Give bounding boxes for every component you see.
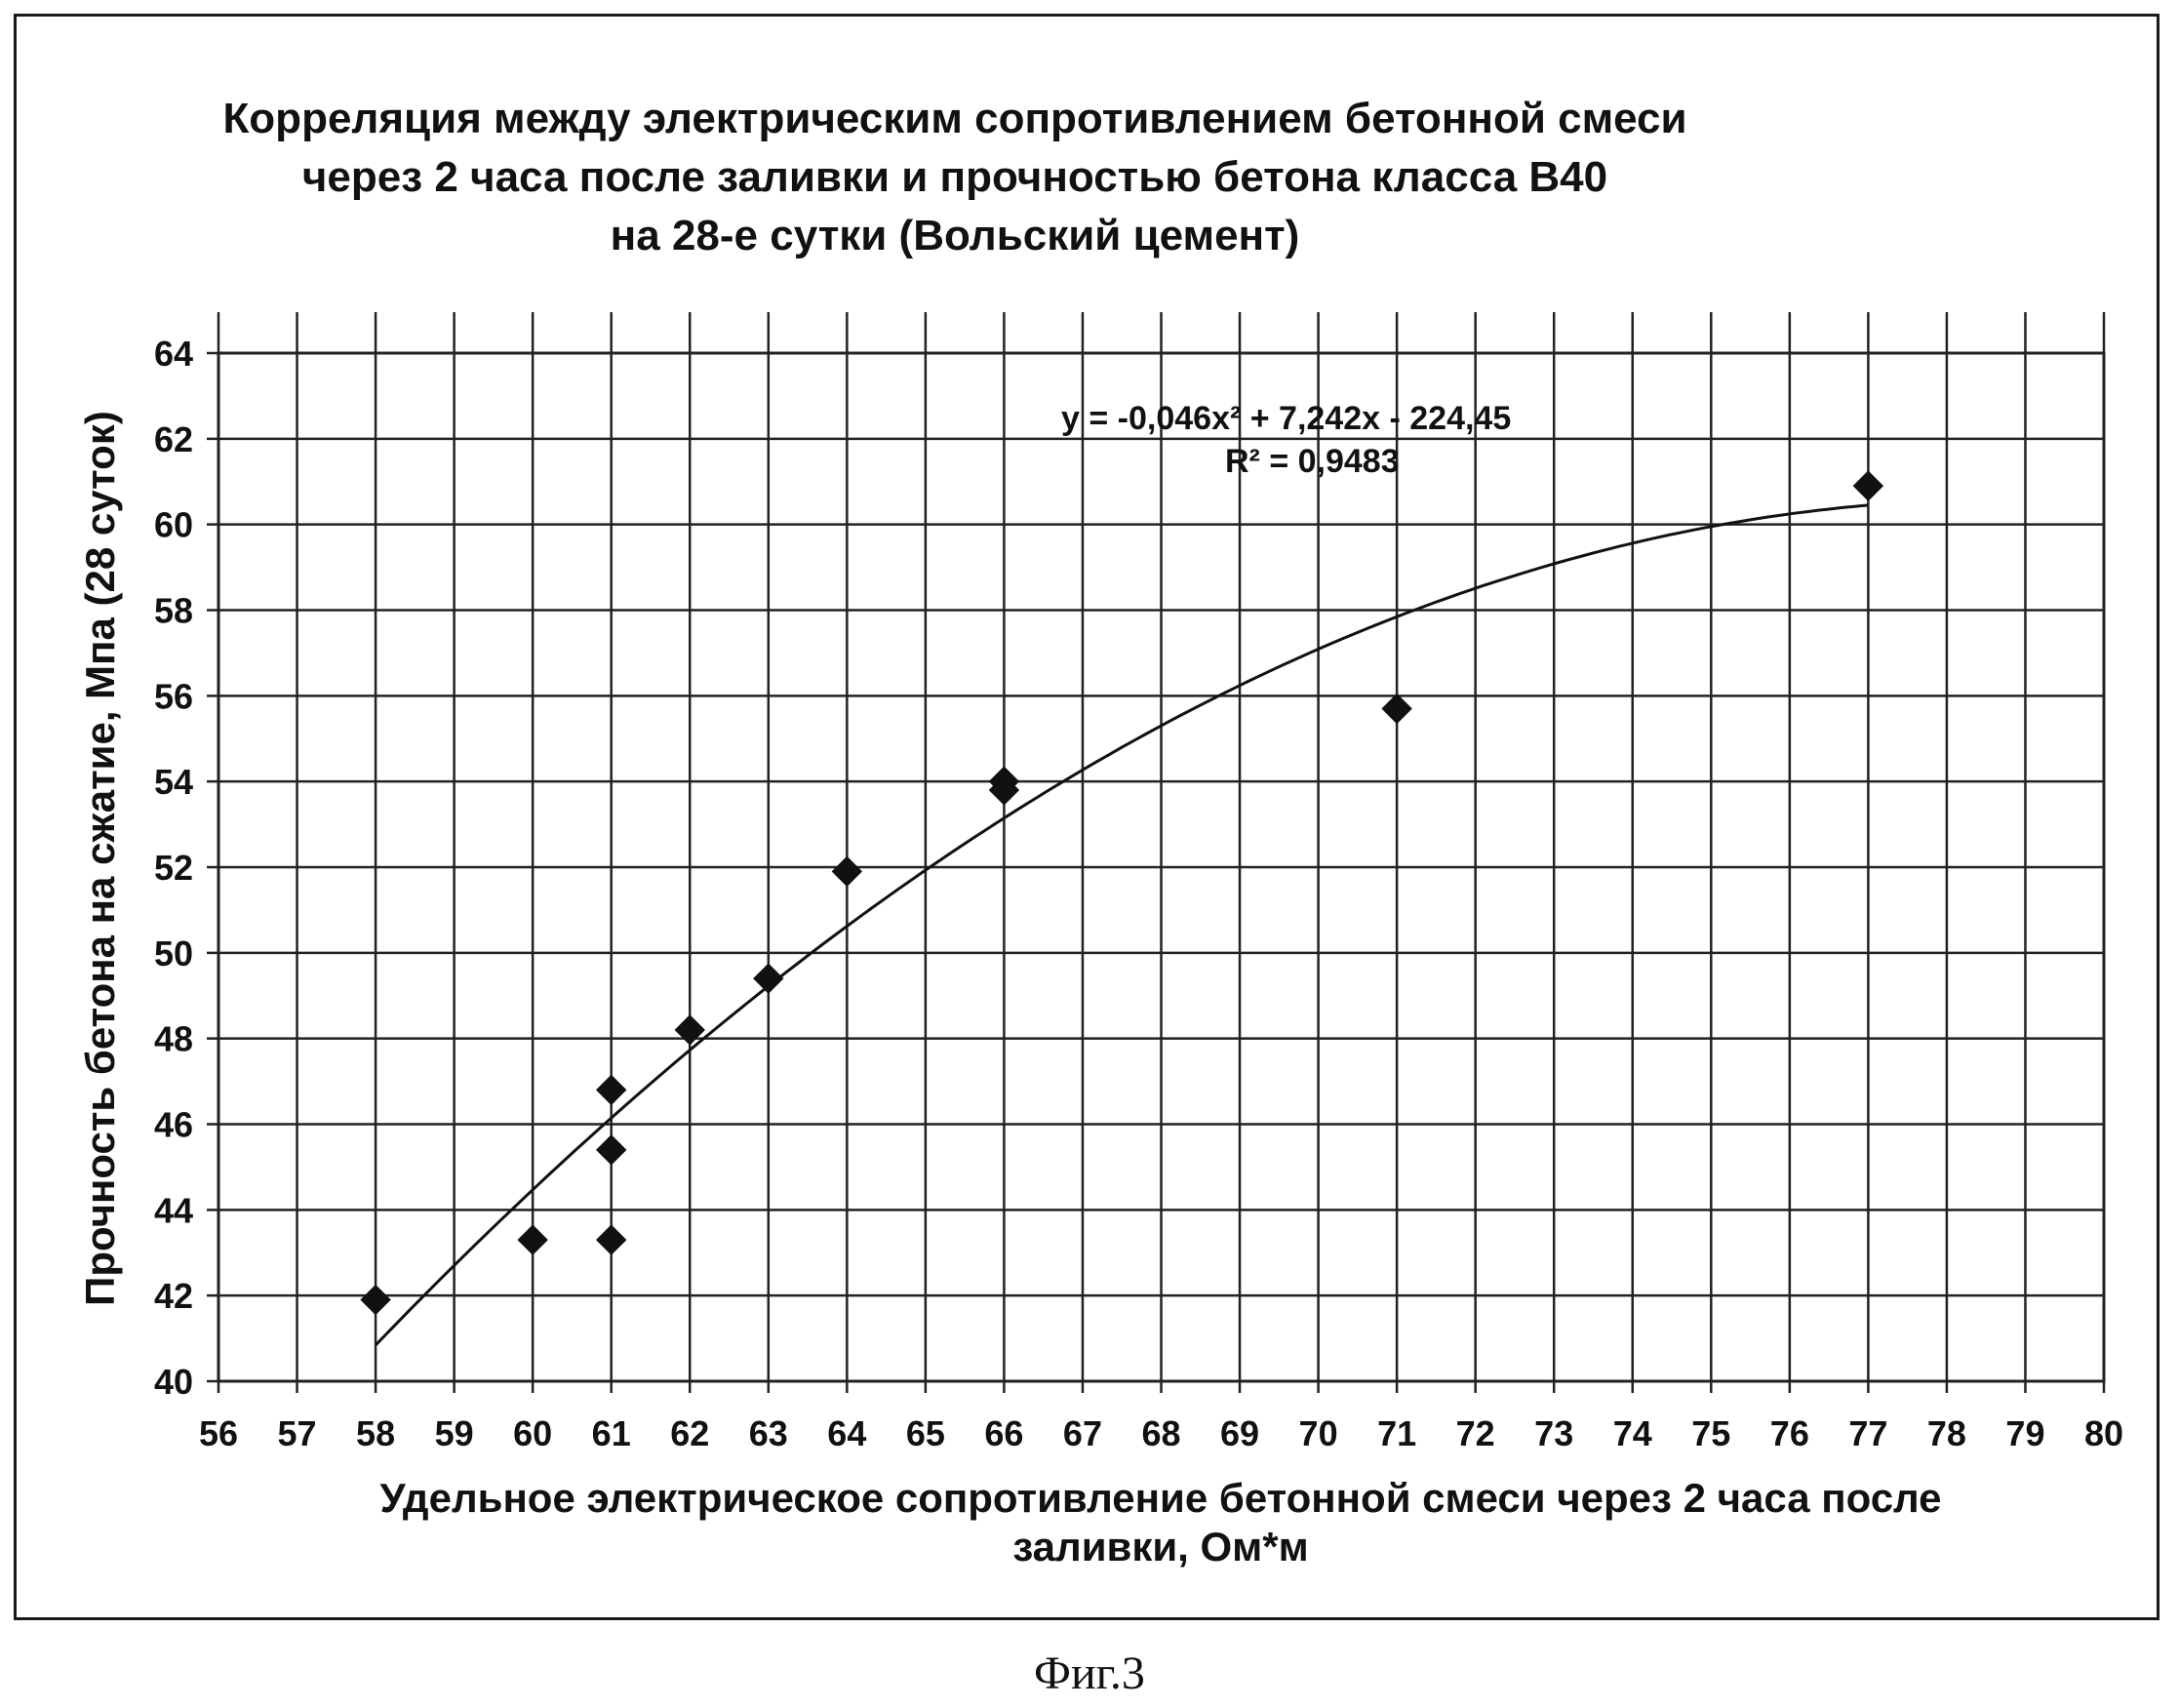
x-tick-label: 76 [1770, 1413, 1809, 1453]
y-tick-label: 52 [154, 848, 193, 888]
data-points [360, 470, 1884, 1316]
y-tick-label: 60 [154, 505, 193, 545]
x-tick-label: 70 [1299, 1413, 1338, 1453]
data-point [596, 1224, 627, 1255]
y-tick-label: 50 [154, 933, 193, 973]
y-tick-label: 46 [154, 1105, 193, 1145]
trendline-equation: y = -0,046x² + 7,242x - 224,45 [1061, 400, 1511, 437]
y-tick-label: 40 [154, 1362, 193, 1402]
x-tick-label: 72 [1456, 1413, 1495, 1453]
x-tick-label: 74 [1613, 1413, 1652, 1453]
y-tick-label: 56 [154, 676, 193, 716]
x-tick-label: 63 [749, 1413, 788, 1453]
x-tick-label: 80 [2084, 1413, 2123, 1453]
chart-title-line-3: на 28-е сутки (Вольский цемент) [611, 212, 1300, 259]
x-tick-label: 65 [906, 1413, 945, 1453]
x-axis-title-line-2: заливки, Ом*м [1012, 1524, 1308, 1569]
data-point [596, 1074, 627, 1106]
chart-title-line-1: Корреляция между электрическим сопротивл… [222, 95, 1686, 142]
x-tick-label: 71 [1377, 1413, 1416, 1453]
chart-frame [14, 14, 2159, 1620]
x-tick-label: 56 [199, 1413, 238, 1453]
x-tick-label: 61 [592, 1413, 631, 1453]
trendline-r2: R² = 0,9483 [1225, 443, 1400, 480]
x-axis-tick-labels: 56 57 58 59 60 61 62 63 64 65 66 67 68 69 70 71 72 73 74 75… [199, 1413, 2123, 1453]
x-tick-label: 57 [278, 1413, 317, 1453]
x-tick-label: 78 [1927, 1413, 1966, 1453]
data-point [517, 1224, 548, 1255]
x-tick-label: 66 [984, 1413, 1023, 1453]
y-tick-label: 58 [154, 591, 193, 631]
data-point [596, 1134, 627, 1166]
chart-title-line-2: через 2 часа после заливки и прочностью … [302, 153, 1607, 201]
plot-area [217, 351, 2106, 1383]
data-point [1852, 470, 1884, 501]
data-point [360, 1284, 391, 1316]
x-tick-label: 68 [1141, 1413, 1180, 1453]
y-tick-label: 44 [154, 1190, 193, 1230]
x-tick-label: 67 [1063, 1413, 1102, 1453]
data-point [831, 855, 863, 888]
x-tick-label: 79 [2005, 1413, 2044, 1453]
x-tick-label: 73 [1534, 1413, 1573, 1453]
x-tick-label: 77 [1848, 1413, 1887, 1453]
x-tick-label: 64 [827, 1413, 866, 1453]
trendline-annotation: y = -0,046x² + 7,242x - 224,45 R² = 0,94… [1061, 400, 1511, 480]
y-tick-label: 42 [154, 1276, 193, 1316]
y-tick-label: 54 [154, 762, 193, 802]
y-axis-tick-labels: 40 42 44 46 48 50 52 54 56 58 60 62 64 [154, 334, 193, 1402]
x-tick-label: 60 [513, 1413, 552, 1453]
chart-title: Корреляция между электрическим сопротивл… [222, 95, 1686, 259]
data-point [988, 766, 1020, 797]
data-point [753, 963, 784, 994]
y-tick-label: 48 [154, 1019, 193, 1059]
x-tick-label: 59 [435, 1413, 474, 1453]
y-tick-label: 62 [154, 419, 193, 459]
x-tick-label: 62 [670, 1413, 709, 1453]
y-axis-title: Прочность бетона на сжатие, Мпа (28 суто… [77, 411, 123, 1306]
x-tick-label: 69 [1220, 1413, 1259, 1453]
data-point [1381, 693, 1412, 725]
x-tick-label: 58 [356, 1413, 395, 1453]
figure-caption: Фиг.3 [1034, 1648, 1145, 1699]
chart: Корреляция между электрическим сопротивл… [77, 95, 2123, 1569]
y-tick-label: 64 [154, 334, 193, 374]
trendline [375, 503, 1869, 1347]
x-tick-label: 75 [1691, 1413, 1730, 1453]
x-axis-title-line-1: Удельное электрическое сопротивление бет… [379, 1475, 1941, 1521]
data-point [674, 1014, 705, 1046]
